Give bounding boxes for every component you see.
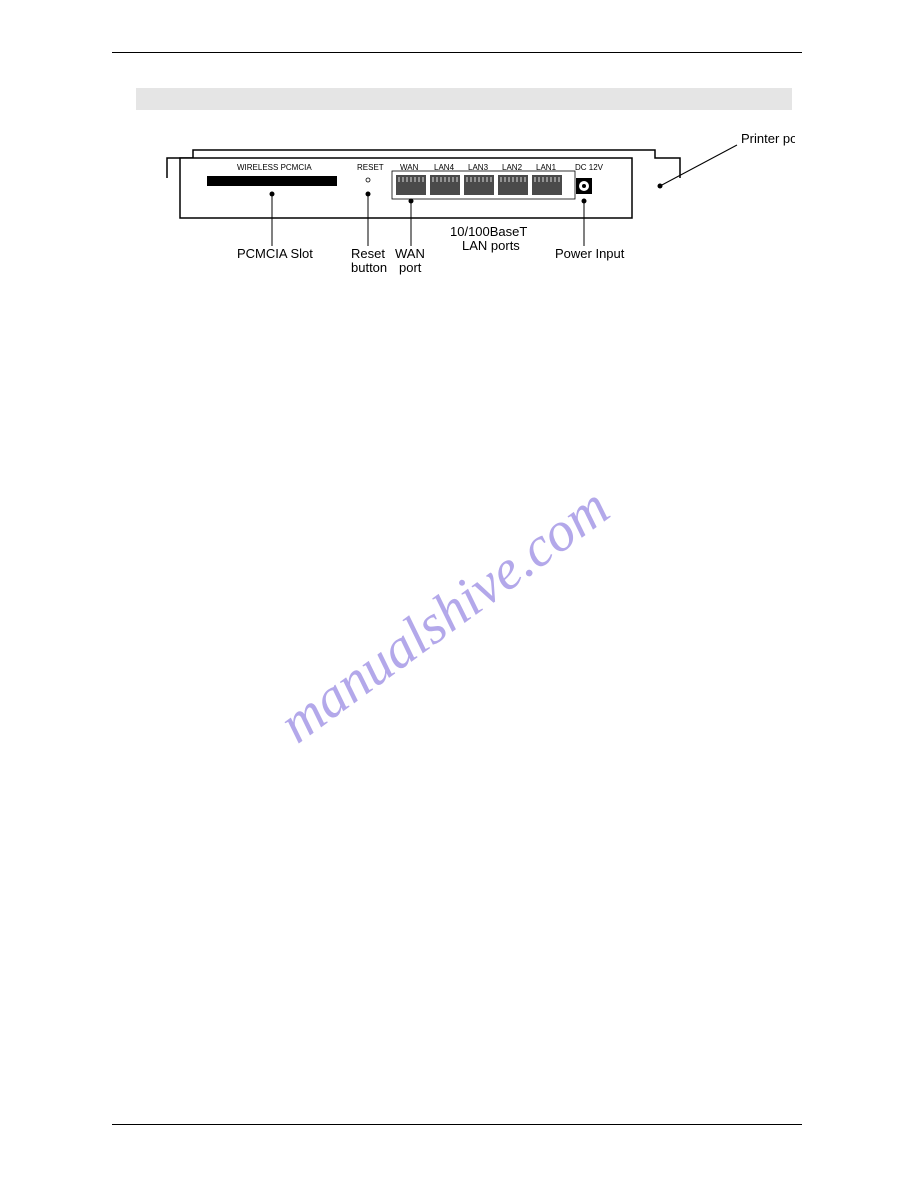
wireless-pcmcia-text: WIRELESS PCMCIA bbox=[237, 163, 312, 172]
rear-panel-svg: Printer port WIRELESS PCMCIA RESET WAN L… bbox=[155, 128, 795, 278]
pcmcia-slot-label: PCMCIA Slot bbox=[237, 246, 313, 261]
wan-port-label-1: WAN bbox=[395, 246, 425, 261]
lan4-text: LAN4 bbox=[434, 163, 455, 172]
power-input-label: Power Input bbox=[555, 246, 625, 261]
wan-text: WAN bbox=[400, 163, 419, 172]
watermark-text: manualshive.com bbox=[268, 476, 620, 756]
printer-port-label: Printer port bbox=[741, 131, 795, 146]
power-jack bbox=[576, 178, 592, 194]
lan3-text: LAN3 bbox=[468, 163, 489, 172]
lan-ports-label-2: LAN ports bbox=[462, 238, 520, 253]
router-rear-panel-diagram: Printer port WIRELESS PCMCIA RESET WAN L… bbox=[155, 128, 795, 278]
lan4-port bbox=[430, 175, 460, 195]
lan2-text: LAN2 bbox=[502, 163, 523, 172]
dc12v-text: DC 12V bbox=[575, 163, 604, 172]
lan-ports-label-1: 10/100BaseT bbox=[450, 224, 527, 239]
reset-button-label-2: button bbox=[351, 260, 387, 275]
lan1-text: LAN1 bbox=[536, 163, 557, 172]
lan1-port bbox=[532, 175, 562, 195]
header-bar bbox=[136, 88, 792, 110]
bottom-rule bbox=[112, 1124, 802, 1125]
wan-port-label-2: port bbox=[399, 260, 422, 275]
wan-port bbox=[396, 175, 426, 195]
reset-button-label-1: Reset bbox=[351, 246, 385, 261]
lan2-port bbox=[498, 175, 528, 195]
pcmcia-slot bbox=[207, 176, 337, 186]
reset-text: RESET bbox=[357, 163, 384, 172]
lan3-port bbox=[464, 175, 494, 195]
watermark: manualshive.com bbox=[155, 330, 755, 930]
top-rule bbox=[112, 52, 802, 53]
